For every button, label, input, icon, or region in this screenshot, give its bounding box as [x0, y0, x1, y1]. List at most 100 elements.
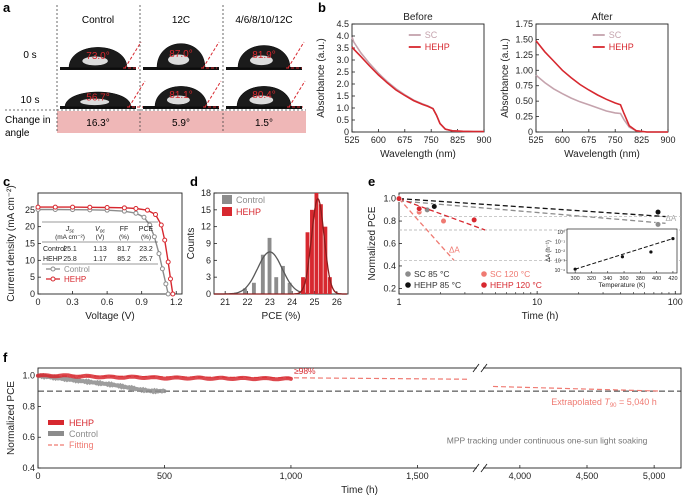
y-tick-label: 10 [25, 255, 35, 265]
panel-letter-a: a [3, 0, 11, 15]
legend-label: HEHP 120 °C [490, 280, 542, 290]
histogram-bar-control [251, 282, 256, 294]
x-axis-label: Wavelength (nm) [564, 149, 640, 160]
x-tick-label: 500 [157, 471, 172, 481]
y-tick-label: 1.5 [336, 91, 349, 101]
y-tick-label: 0.25 [515, 112, 533, 122]
x-tick-label: 750 [424, 135, 439, 145]
y-tick-label: 18 [201, 188, 211, 198]
x-tick-label: 26 [332, 297, 342, 307]
contact-angle-value: 81.1° [169, 90, 192, 101]
inset-x-tick-label: 360 [619, 276, 628, 282]
histogram-bar-hehp [323, 226, 328, 294]
series-band-control [36, 372, 167, 395]
x-tick-label: 1,000 [280, 471, 303, 481]
table-cell: 25.1 [63, 246, 77, 253]
chart-title: After [591, 12, 613, 23]
chart-absorbance-before: 525 600 675 750 825 900 0 0.5 1.0 1.5 2.0 2.5 3.0 3.5… [316, 12, 492, 160]
legend-label: SC [609, 30, 622, 40]
contact-angle-value: 73.0° [86, 51, 109, 62]
histogram-bar-hehp [314, 193, 319, 294]
histogram-bar-hehp [327, 277, 332, 294]
change-band [57, 111, 306, 133]
table-header-subscript: oc [100, 229, 106, 235]
histogram-bar-hehp [310, 209, 314, 294]
x-tick-label: 0.9 [135, 297, 148, 307]
y-tick-label: 4.5 [336, 19, 349, 29]
y-tick-label: 4.0 [336, 31, 349, 41]
table-cell: 1.13 [93, 246, 107, 253]
data-point [654, 208, 662, 216]
legend-marker [50, 266, 56, 272]
data-point [133, 205, 139, 211]
data-point [654, 221, 662, 228]
x-tick-label: 675 [397, 135, 412, 145]
y-tick-label: 1.25 [515, 50, 533, 60]
x-tick-label: 5,000 [643, 471, 666, 481]
substrate-line [226, 106, 302, 109]
change-label: Change in [5, 115, 51, 126]
chart-title: Before [403, 12, 433, 23]
data-point [471, 216, 478, 224]
y-axis-label: Normalized PCE [367, 206, 378, 280]
histogram-bar-hehp [305, 232, 310, 294]
legend-swatch [48, 420, 64, 425]
inset-x-tick-label: 400 [652, 276, 661, 282]
x-tick-label: 900 [476, 135, 491, 145]
substrate-line [60, 67, 136, 70]
y-tick-label: 1.50 [515, 34, 533, 44]
x-tick-label: 0 [35, 297, 40, 307]
extrapolated-annotation: Extrapolated T90 = 5,040 h [551, 397, 657, 409]
table-header-unit: (%) [119, 234, 129, 241]
histogram-bar-hehp [318, 204, 323, 294]
legend-swatch [222, 207, 232, 216]
y-tick-label: 0.5 [336, 115, 349, 125]
plot-frame [351, 23, 485, 133]
data-point [104, 204, 110, 210]
inset-data-point [620, 255, 625, 259]
droplet-highlight [80, 98, 110, 106]
row-label: 0 s [23, 50, 36, 61]
contact-angle-value: 87.0° [169, 49, 192, 60]
inset-y-tick-label: 10⁻⁴ [555, 268, 565, 274]
data-point [70, 204, 76, 210]
column-header: 12C [172, 15, 190, 26]
x-tick-label: 675 [581, 135, 596, 145]
data-point [395, 195, 403, 202]
data-point [151, 234, 157, 240]
extrapolated-prefix: Extrapolated [551, 397, 604, 407]
histogram-bar-hehp [301, 277, 305, 294]
y-axis-label: Absorbance (a.u.) [316, 38, 327, 118]
y-tick-label: 1.0 [383, 194, 396, 204]
table-row-label: HEHP [43, 256, 63, 263]
inset-frame [566, 228, 678, 274]
data-point [35, 204, 41, 210]
legend-marker [481, 282, 487, 288]
x-tick-label: 525 [528, 135, 543, 145]
droplet-highlight [168, 54, 190, 65]
legend-label: SC 120 °C [490, 269, 530, 279]
series-line-control [38, 208, 169, 295]
fit-line [398, 197, 666, 218]
y-tick-label: 2.5 [336, 67, 349, 77]
legend-label: SC 85 °C [414, 269, 450, 279]
inset-y-tick-label: 10⁻³ [555, 259, 565, 265]
x-tick-label: 4,000 [509, 471, 532, 481]
table-header-unit: (%) [141, 234, 151, 241]
tangent-line [202, 41, 220, 69]
tangent-line [287, 41, 305, 69]
y-tick-label: 5 [30, 272, 35, 282]
plot-frame [37, 367, 682, 469]
data-point [416, 205, 423, 212]
y-tick-label: 25 [25, 205, 35, 215]
x-tick-label: 825 [634, 135, 649, 145]
data-point [147, 222, 153, 228]
series-line-hehp [535, 40, 668, 133]
condition-annotation: MPP tracking under continuous one-sun li… [447, 435, 648, 445]
axis-break-gap [477, 367, 483, 369]
y-tick-label: 3.5 [336, 43, 349, 53]
y-tick-label: 1.0 [336, 103, 349, 113]
inset-fit-line [574, 238, 674, 270]
data-point [87, 204, 93, 210]
data-point [153, 212, 159, 218]
